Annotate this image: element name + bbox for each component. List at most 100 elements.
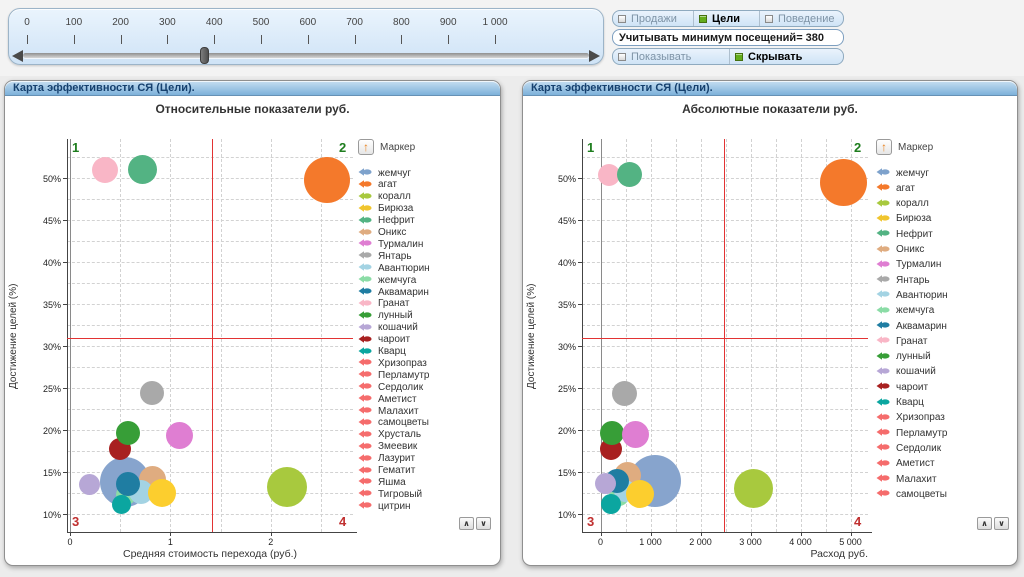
marker-up-arrow-icon[interactable]: ↑: [358, 139, 374, 155]
legend-item-жемчуга[interactable]: жемчуга: [358, 274, 416, 286]
legend-item-кошачий[interactable]: кошачий: [876, 366, 936, 378]
min-visits-input[interactable]: Учитывать минимум посещений = 380: [612, 29, 844, 46]
legend-item-Бирюза[interactable]: Бирюза: [358, 203, 413, 215]
legend-item-агат[interactable]: агат: [876, 182, 915, 194]
y-tick-mark: [578, 303, 582, 305]
legend-item-Перламутр[interactable]: Перламутр: [876, 427, 948, 439]
legend-item-жемчуг[interactable]: жемчуг: [358, 167, 411, 179]
legend-item-Тигровый[interactable]: Тигровый: [358, 488, 422, 500]
bubble-Бирюза[interactable]: [148, 479, 177, 508]
legend-item-Яшма[interactable]: Яшма: [358, 476, 406, 488]
legend-item-Оникс[interactable]: Оникс: [358, 227, 406, 239]
marker-up-arrow-icon[interactable]: ↑: [876, 139, 892, 155]
legend-label: Малахит: [896, 473, 937, 485]
legend-item-Перламутр[interactable]: Перламутр: [358, 369, 430, 381]
legend-item-Кварц[interactable]: Кварц: [876, 397, 924, 409]
legend-item-чароит[interactable]: чароит: [358, 334, 410, 346]
legend-item-Аметист[interactable]: Аметист: [358, 393, 417, 405]
bubble-Гранат[interactable]: [92, 157, 119, 184]
legend-item-Аквамарин[interactable]: Аквамарин: [358, 286, 429, 298]
legend-scroll-up-button[interactable]: ∧: [459, 517, 474, 530]
slider-rail[interactable]: [23, 53, 589, 58]
bubble-Янтарь[interactable]: [140, 381, 165, 406]
legend-item-Аквамарин[interactable]: Аквамарин: [876, 320, 947, 332]
legend-item-Лазурит[interactable]: Лазурит: [358, 453, 415, 465]
legend-item-Оникс[interactable]: Оникс: [876, 244, 924, 256]
legend-item-Аметист[interactable]: Аметист: [876, 458, 935, 470]
bubble-Кварц[interactable]: [111, 494, 131, 514]
legend-item-Бирюза[interactable]: Бирюза: [876, 213, 931, 225]
legend-item-Сердолик[interactable]: Сердолик: [358, 381, 423, 393]
legend-item-Хризопраз[interactable]: Хризопраз: [358, 357, 427, 369]
legend-item-Нефрит[interactable]: Нефрит: [358, 215, 415, 227]
bubble-Аквамарин[interactable]: [116, 472, 141, 497]
bubble-Нефрит[interactable]: [617, 161, 642, 187]
legend-label: Аметист: [896, 458, 935, 470]
slider-right-arrow-icon[interactable]: [589, 50, 600, 62]
legend-header: ↑ Маркер: [358, 139, 415, 155]
bubble-Турмалин[interactable]: [622, 420, 649, 448]
bubble-коралл[interactable]: [733, 468, 773, 508]
legend-item-коралл[interactable]: коралл: [876, 198, 929, 210]
slider-handle[interactable]: [200, 47, 210, 64]
legend-item-Нефрит[interactable]: Нефрит: [876, 228, 933, 240]
bubble-агат[interactable]: [303, 157, 350, 204]
legend-item-Гематит[interactable]: Гематит: [358, 465, 415, 477]
bubble-Гранат[interactable]: [598, 164, 620, 187]
bubble-Янтарь[interactable]: [612, 381, 637, 407]
legend-item-лунный[interactable]: лунный: [358, 310, 413, 322]
legend-item-жемчуга[interactable]: жемчуга: [876, 305, 934, 317]
metric-toggle-1[interactable]: Продажи: [613, 11, 693, 26]
bubble-Турмалин[interactable]: [165, 421, 193, 449]
metric-toggle-2[interactable]: Цели: [693, 11, 759, 26]
legend-header: ↑ Маркер: [876, 139, 933, 155]
legend-item-агат[interactable]: агат: [358, 179, 397, 191]
bubble-агат[interactable]: [819, 159, 867, 207]
visibility-toggle-2[interactable]: Скрывать: [729, 49, 844, 64]
legend-item-коралл[interactable]: коралл: [358, 191, 411, 203]
legend-item-Гранат[interactable]: Гранат: [358, 298, 409, 310]
bubble-кошачий[interactable]: [78, 474, 100, 496]
bubble-кошачий[interactable]: [595, 472, 616, 494]
legend-scroll-down-button[interactable]: ∨: [994, 517, 1009, 530]
legend-item-Янтарь[interactable]: Янтарь: [876, 274, 930, 286]
bubble-лунный[interactable]: [600, 420, 624, 445]
slider-left-arrow-icon[interactable]: [12, 50, 23, 62]
bubble-Кварц[interactable]: [600, 494, 621, 515]
grid-line-h: [582, 493, 868, 495]
legend-item-Змеевик[interactable]: Змеевик: [358, 441, 417, 453]
legend-item-Кварц[interactable]: Кварц: [358, 346, 406, 358]
legend-item-Гранат[interactable]: Гранат: [876, 335, 927, 347]
legend-item-кошачий[interactable]: кошачий: [358, 322, 418, 334]
legend-item-Авантюрин[interactable]: Авантюрин: [876, 289, 948, 301]
bubble-Нефрит[interactable]: [127, 154, 157, 184]
visits-range-slider[interactable]: 0 100 200 300 400 500 600 700 800 900 1 000: [8, 8, 604, 65]
slider-tick-mark: [27, 35, 28, 44]
legend-item-Авантюрин[interactable]: Авантюрин: [358, 262, 430, 274]
legend-item-Турмалин[interactable]: Турмалин: [358, 238, 423, 250]
legend-item-Малахит[interactable]: Малахит: [358, 405, 419, 417]
bubble-Бирюза[interactable]: [625, 480, 654, 509]
legend-label: Турмалин: [378, 238, 424, 250]
legend-item-Хрусталь[interactable]: Хрусталь: [358, 429, 421, 441]
legend-item-самоцветы[interactable]: самоцветы: [358, 417, 429, 429]
legend-item-жемчуг[interactable]: жемчуг: [876, 167, 929, 179]
legend-scroll-up-button[interactable]: ∧: [977, 517, 992, 530]
visibility-toggle-1[interactable]: Показывать: [613, 49, 729, 64]
legend-item-Хризопраз[interactable]: Хризопраз: [876, 412, 945, 424]
legend-item-цитрин[interactable]: цитрин: [358, 500, 411, 512]
legend-label: Перламутр: [896, 427, 948, 439]
legend-item-самоцветы[interactable]: самоцветы: [876, 488, 947, 500]
legend-item-лунный[interactable]: лунный: [876, 351, 931, 363]
legend-item-Малахит[interactable]: Малахит: [876, 473, 937, 485]
legend-item-Сердолик[interactable]: Сердолик: [876, 442, 941, 454]
bubble-лунный[interactable]: [116, 420, 141, 445]
legend-marker-icon: [358, 200, 372, 218]
legend-item-чароит[interactable]: чароит: [876, 381, 928, 393]
bubble-коралл[interactable]: [266, 467, 307, 508]
legend-scroll-down-button[interactable]: ∨: [476, 517, 491, 530]
metric-toggle-3[interactable]: Поведение: [759, 11, 844, 26]
legend-item-Турмалин[interactable]: Турмалин: [876, 259, 941, 271]
legend-item-Янтарь[interactable]: Янтарь: [358, 250, 412, 262]
legend-marker-icon: [358, 429, 372, 438]
